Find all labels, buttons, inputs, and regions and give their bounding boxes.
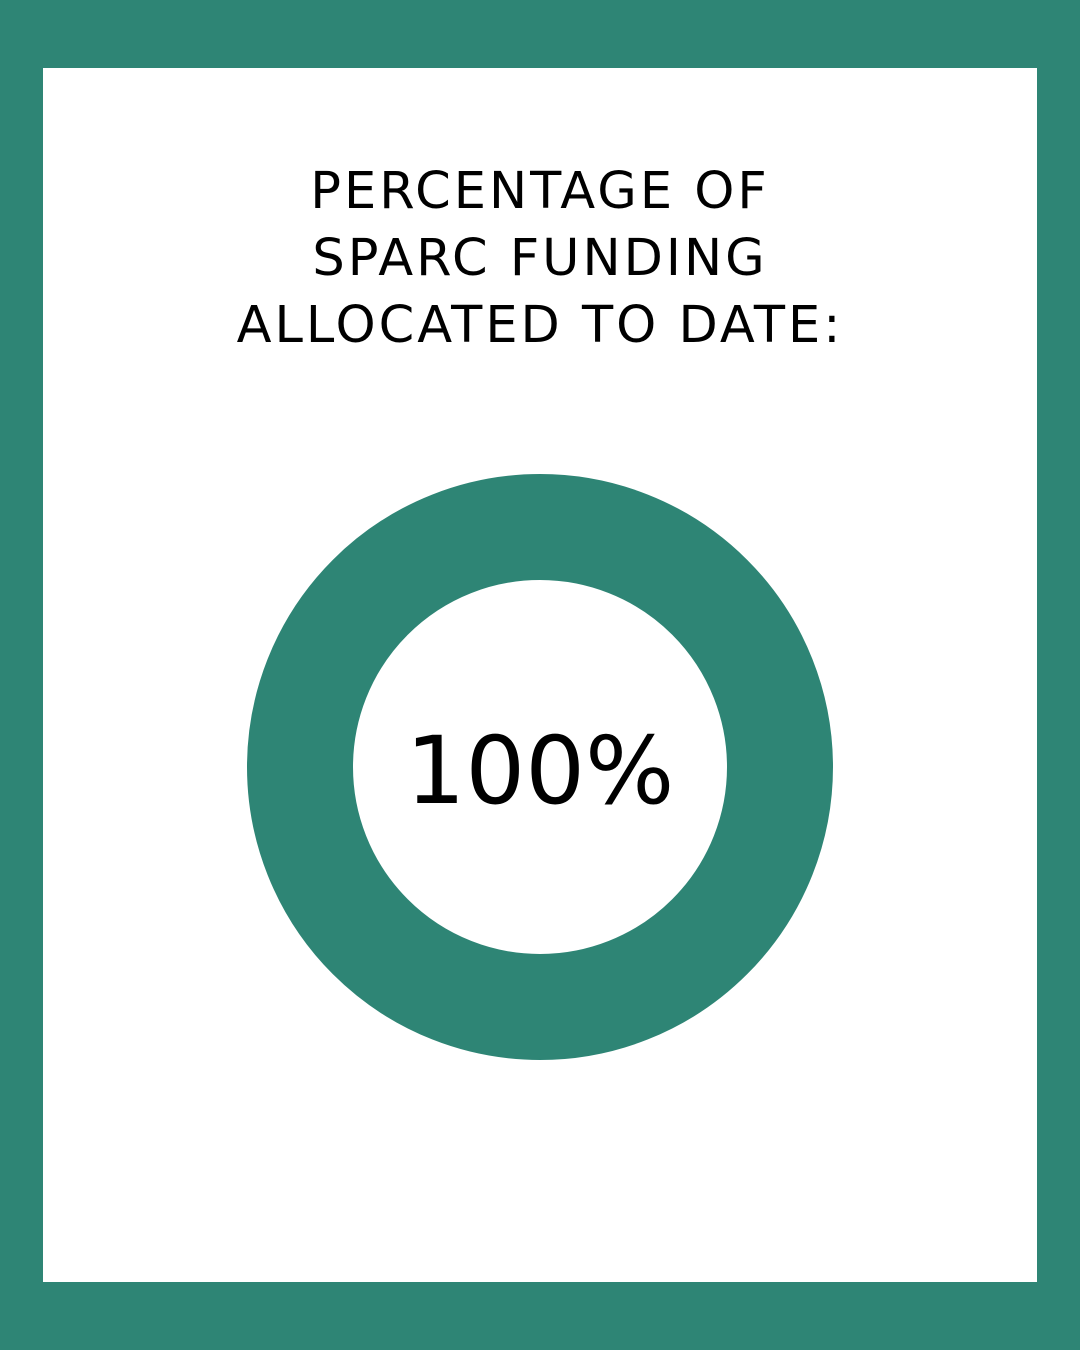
donut: [247, 474, 833, 1060]
chart-title: ALLOCATED TO DATE:: [237, 296, 844, 355]
panel: [43, 68, 1037, 1282]
donut-segment: [247, 474, 833, 1060]
chart-title: PERCENTAGE OF: [310, 162, 769, 221]
chart-title: SPARC FUNDING: [312, 229, 767, 288]
value-label: 100%: [406, 717, 675, 826]
